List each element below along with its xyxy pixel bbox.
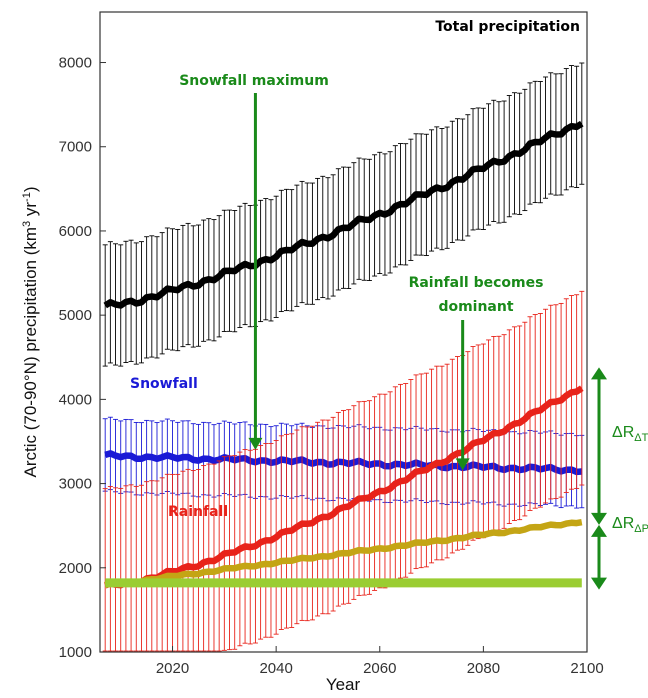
series-3 bbox=[104, 518, 583, 589]
rainfall-dominant-label-line1: Rainfall becomes bbox=[409, 275, 544, 291]
y-tick-label: 1000 bbox=[59, 644, 92, 661]
series-line bbox=[103, 385, 584, 589]
series-line bbox=[103, 120, 584, 309]
x-tick-label: 2080 bbox=[467, 660, 500, 677]
series-line bbox=[104, 518, 583, 589]
total-precipitation-label: Total precipitation bbox=[435, 19, 580, 35]
y-axis-title: Arctic (70-90°N) precipitation (km3 yr-1… bbox=[21, 186, 40, 477]
y-tick-label: 2000 bbox=[59, 560, 92, 577]
arrow-head bbox=[248, 437, 263, 450]
plot-frame bbox=[99, 11, 588, 653]
ticks-layer: 2020 2040 2060 2080 2100 1000 2000 3000 4000 5000… bbox=[59, 55, 604, 677]
y-tick-label: 7000 bbox=[59, 139, 92, 156]
delta-r-dp-label: ΔRΔP bbox=[612, 515, 648, 535]
x-axis-title: Year bbox=[326, 675, 361, 694]
series-layer bbox=[102, 62, 585, 652]
y-tick-label: 8000 bbox=[59, 55, 92, 72]
rainfall-label: Rainfall bbox=[168, 504, 228, 520]
delta-r-dt-label: ΔRΔT bbox=[612, 424, 648, 444]
series-0 bbox=[102, 62, 585, 367]
annotation-arrows bbox=[248, 93, 607, 590]
rainfall-dominant-label-line2: dominant bbox=[438, 299, 513, 315]
x-tick-label: 2020 bbox=[156, 660, 189, 677]
arrow-head bbox=[591, 524, 607, 537]
y-tick-label: 4000 bbox=[59, 391, 92, 408]
arrow-head bbox=[591, 577, 607, 590]
snowfall-maximum-label: Snowfall maximum bbox=[179, 73, 329, 89]
y-tick-label: 5000 bbox=[59, 307, 92, 324]
arrow-head bbox=[591, 512, 607, 525]
x-tick-label: 2040 bbox=[259, 660, 292, 677]
arrow-head bbox=[455, 458, 470, 471]
x-tick-label: 2060 bbox=[363, 660, 396, 677]
arrow-head bbox=[591, 367, 607, 380]
y-tick-label: 3000 bbox=[59, 476, 92, 493]
snowfall-label: Snowfall bbox=[130, 376, 198, 392]
x-tick-label: 2100 bbox=[570, 660, 603, 677]
y-tick-label: 6000 bbox=[59, 223, 92, 240]
